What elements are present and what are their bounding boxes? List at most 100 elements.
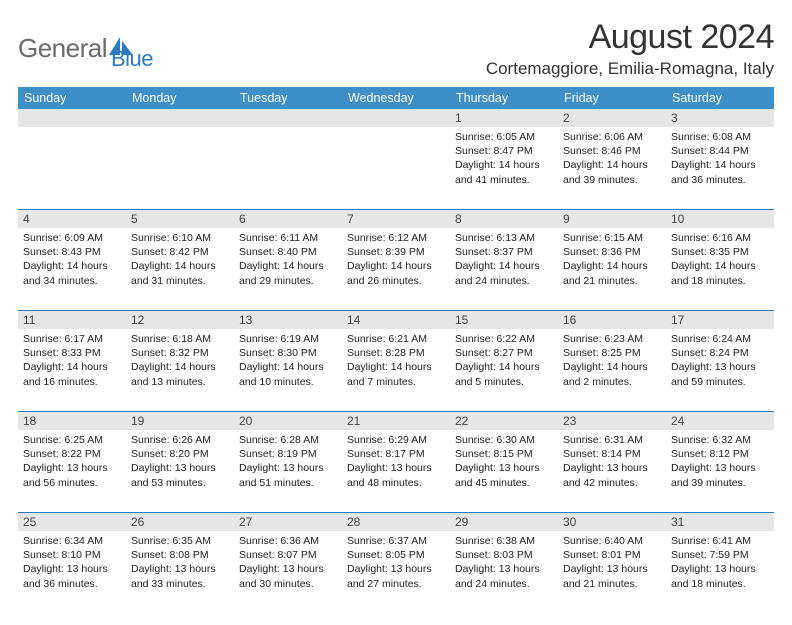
day-cell: Sunrise: 6:16 AMSunset: 8:35 PMDaylight:… [666, 228, 774, 310]
sunrise-text: Sunrise: 6:13 AM [455, 231, 553, 245]
sunrise-text: Sunrise: 6:06 AM [563, 130, 661, 144]
sunrise-text: Sunrise: 6:21 AM [347, 332, 445, 346]
weekday-wed: Wednesday [342, 87, 450, 109]
sunrise-text: Sunrise: 6:11 AM [239, 231, 337, 245]
day-cell: Sunrise: 6:25 AMSunset: 8:22 PMDaylight:… [18, 430, 126, 512]
sunset-text: Sunset: 8:12 PM [671, 447, 769, 461]
daylight-text: Daylight: 13 hours and 33 minutes. [131, 562, 229, 590]
sunset-text: Sunset: 8:37 PM [455, 245, 553, 259]
day-number: 27 [234, 513, 342, 531]
sunrise-text: Sunrise: 6:35 AM [131, 534, 229, 548]
daylight-text: Daylight: 14 hours and 10 minutes. [239, 360, 337, 388]
day-cell: Sunrise: 6:12 AMSunset: 8:39 PMDaylight:… [342, 228, 450, 310]
calendar-grid: Sunday Monday Tuesday Wednesday Thursday… [18, 87, 774, 613]
day-cell [126, 127, 234, 209]
day-number: 2 [558, 109, 666, 127]
day-number: 8 [450, 210, 558, 228]
sunrise-text: Sunrise: 6:30 AM [455, 433, 553, 447]
day-cell: Sunrise: 6:17 AMSunset: 8:33 PMDaylight:… [18, 329, 126, 411]
daylight-text: Daylight: 14 hours and 2 minutes. [563, 360, 661, 388]
sunrise-text: Sunrise: 6:28 AM [239, 433, 337, 447]
day-number: 25 [18, 513, 126, 531]
day-cell: Sunrise: 6:18 AMSunset: 8:32 PMDaylight:… [126, 329, 234, 411]
day-number: 15 [450, 311, 558, 329]
day-cell: Sunrise: 6:28 AMSunset: 8:19 PMDaylight:… [234, 430, 342, 512]
sunset-text: Sunset: 8:20 PM [131, 447, 229, 461]
sunset-text: Sunset: 8:28 PM [347, 346, 445, 360]
day-number: 18 [18, 412, 126, 430]
sunrise-text: Sunrise: 6:29 AM [347, 433, 445, 447]
day-cell [18, 127, 126, 209]
sunrise-text: Sunrise: 6:40 AM [563, 534, 661, 548]
sunset-text: Sunset: 8:44 PM [671, 144, 769, 158]
day-number: 31 [666, 513, 774, 531]
sunrise-text: Sunrise: 6:25 AM [23, 433, 121, 447]
sunrise-text: Sunrise: 6:15 AM [563, 231, 661, 245]
sunset-text: Sunset: 8:30 PM [239, 346, 337, 360]
day-cell: Sunrise: 6:10 AMSunset: 8:42 PMDaylight:… [126, 228, 234, 310]
sunset-text: Sunset: 8:39 PM [347, 245, 445, 259]
weekday-tue: Tuesday [234, 87, 342, 109]
day-number: 26 [126, 513, 234, 531]
day-number: 5 [126, 210, 234, 228]
day-cell [342, 127, 450, 209]
daylight-text: Daylight: 14 hours and 16 minutes. [23, 360, 121, 388]
daylight-text: Daylight: 14 hours and 5 minutes. [455, 360, 553, 388]
header: General Blue August 2024 Cortemaggiore, … [18, 18, 774, 79]
day-cell: Sunrise: 6:21 AMSunset: 8:28 PMDaylight:… [342, 329, 450, 411]
sunrise-text: Sunrise: 6:16 AM [671, 231, 769, 245]
sunset-text: Sunset: 8:36 PM [563, 245, 661, 259]
sunrise-text: Sunrise: 6:26 AM [131, 433, 229, 447]
day-cell: Sunrise: 6:29 AMSunset: 8:17 PMDaylight:… [342, 430, 450, 512]
day-number: 9 [558, 210, 666, 228]
day-cell: Sunrise: 6:11 AMSunset: 8:40 PMDaylight:… [234, 228, 342, 310]
daylight-text: Daylight: 13 hours and 30 minutes. [239, 562, 337, 590]
day-cell: Sunrise: 6:38 AMSunset: 8:03 PMDaylight:… [450, 531, 558, 613]
day-cell: Sunrise: 6:31 AMSunset: 8:14 PMDaylight:… [558, 430, 666, 512]
sunrise-text: Sunrise: 6:34 AM [23, 534, 121, 548]
sunset-text: Sunset: 8:25 PM [563, 346, 661, 360]
day-number: 3 [666, 109, 774, 127]
sunrise-text: Sunrise: 6:32 AM [671, 433, 769, 447]
daylight-text: Daylight: 14 hours and 24 minutes. [455, 259, 553, 287]
daylight-text: Daylight: 13 hours and 56 minutes. [23, 461, 121, 489]
day-cell: Sunrise: 6:19 AMSunset: 8:30 PMDaylight:… [234, 329, 342, 411]
daylight-text: Daylight: 14 hours and 26 minutes. [347, 259, 445, 287]
day-cell: Sunrise: 6:40 AMSunset: 8:01 PMDaylight:… [558, 531, 666, 613]
day-cell: Sunrise: 6:26 AMSunset: 8:20 PMDaylight:… [126, 430, 234, 512]
calendar-page: General Blue August 2024 Cortemaggiore, … [0, 0, 792, 625]
sunset-text: Sunset: 8:14 PM [563, 447, 661, 461]
day-number-row: 45678910 [18, 210, 774, 228]
weekday-sun: Sunday [18, 87, 126, 109]
day-number: 29 [450, 513, 558, 531]
day-cell: Sunrise: 6:09 AMSunset: 8:43 PMDaylight:… [18, 228, 126, 310]
location-text: Cortemaggiore, Emilia-Romagna, Italy [486, 59, 774, 79]
day-number: 12 [126, 311, 234, 329]
day-number: 30 [558, 513, 666, 531]
day-number [18, 109, 126, 127]
sunrise-text: Sunrise: 6:41 AM [671, 534, 769, 548]
sunrise-text: Sunrise: 6:38 AM [455, 534, 553, 548]
day-number: 23 [558, 412, 666, 430]
daylight-text: Daylight: 14 hours and 36 minutes. [671, 158, 769, 186]
daylight-text: Daylight: 14 hours and 18 minutes. [671, 259, 769, 287]
sunset-text: Sunset: 8:17 PM [347, 447, 445, 461]
daylight-text: Daylight: 13 hours and 27 minutes. [347, 562, 445, 590]
day-cell: Sunrise: 6:23 AMSunset: 8:25 PMDaylight:… [558, 329, 666, 411]
daylight-text: Daylight: 13 hours and 39 minutes. [671, 461, 769, 489]
sunset-text: Sunset: 8:27 PM [455, 346, 553, 360]
sunrise-text: Sunrise: 6:23 AM [563, 332, 661, 346]
sunrise-text: Sunrise: 6:05 AM [455, 130, 553, 144]
weekday-sat: Saturday [666, 87, 774, 109]
sunset-text: Sunset: 8:46 PM [563, 144, 661, 158]
day-cell: Sunrise: 6:37 AMSunset: 8:05 PMDaylight:… [342, 531, 450, 613]
day-number: 19 [126, 412, 234, 430]
week-row: Sunrise: 6:17 AMSunset: 8:33 PMDaylight:… [18, 329, 774, 411]
daylight-text: Daylight: 14 hours and 31 minutes. [131, 259, 229, 287]
daylight-text: Daylight: 13 hours and 51 minutes. [239, 461, 337, 489]
sunrise-text: Sunrise: 6:17 AM [23, 332, 121, 346]
day-number: 28 [342, 513, 450, 531]
sunset-text: Sunset: 7:59 PM [671, 548, 769, 562]
daylight-text: Daylight: 13 hours and 59 minutes. [671, 360, 769, 388]
weekday-header: Sunday Monday Tuesday Wednesday Thursday… [18, 87, 774, 109]
